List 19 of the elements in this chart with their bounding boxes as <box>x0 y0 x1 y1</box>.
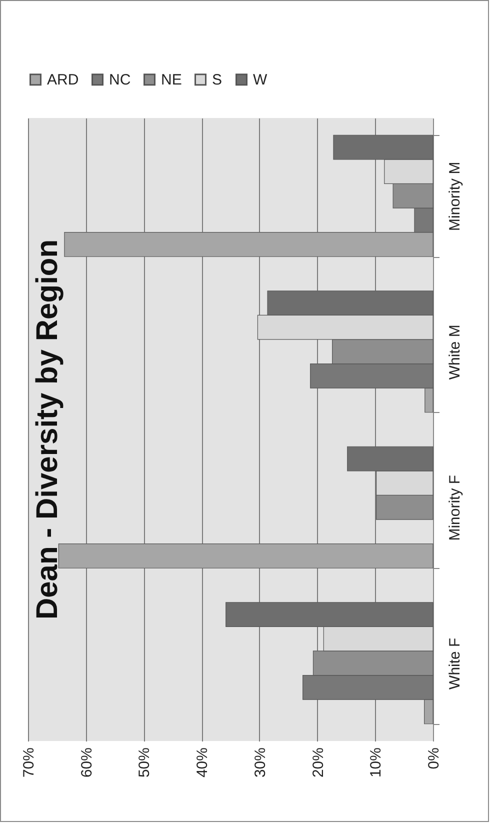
legend-label: NC <box>109 72 131 89</box>
x-tick-label: 20% <box>310 748 327 778</box>
x-tick-label: 60% <box>78 748 96 778</box>
y-tick-label: Minority F <box>446 474 464 541</box>
x-tick-label: 70% <box>20 748 38 778</box>
legend-label: ARD <box>47 72 79 89</box>
x-tick-label: 10% <box>368 748 385 778</box>
y-tick-label: White M <box>446 324 464 380</box>
x-tick-label: 0% <box>426 748 442 770</box>
legend-label: S <box>212 72 222 89</box>
x-tick-label: 30% <box>252 748 269 778</box>
text: Dean - Diversity by Region <box>31 239 64 620</box>
x-tick-label: 50% <box>136 748 154 778</box>
y-tick-label: Minority M <box>446 162 464 231</box>
x-tick-label: 40% <box>194 748 212 778</box>
legend-label: W <box>253 72 268 89</box>
legend-label: NE <box>161 72 182 89</box>
bar <box>58 544 434 568</box>
y-tick-label: White F <box>446 638 464 690</box>
